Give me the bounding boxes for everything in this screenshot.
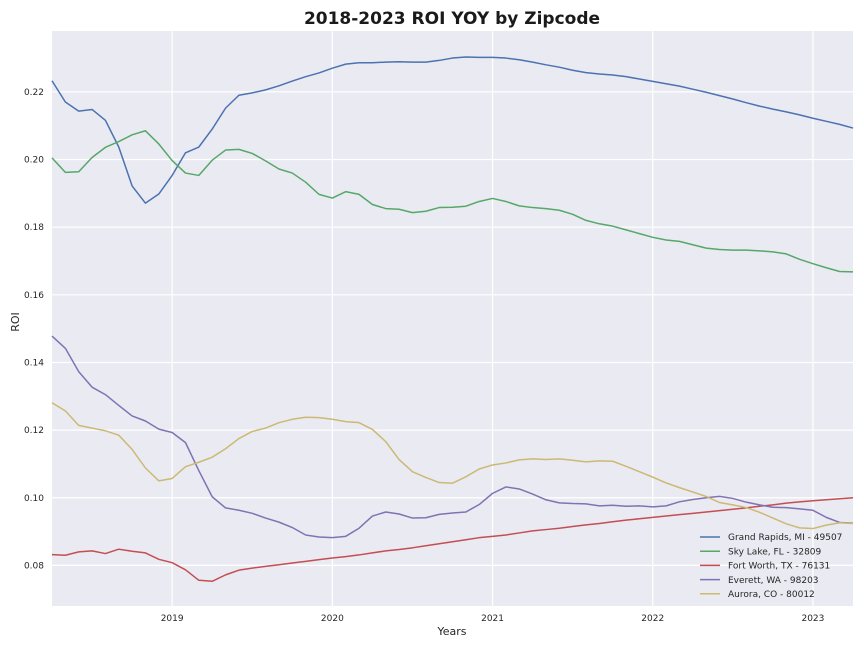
y-tick-label: 0.22 bbox=[24, 88, 44, 98]
legend-label: Fort Worth, TX - 76131 bbox=[728, 562, 830, 572]
y-tick-label: 0.14 bbox=[24, 358, 44, 368]
legend-label: Everett, WA - 98203 bbox=[728, 576, 819, 586]
legend: Grand Rapids, MI - 49507 Sky Lake, FL - 3… bbox=[700, 533, 842, 600]
y-tick-label: 0.12 bbox=[24, 426, 44, 436]
x-tick-label: 2022 bbox=[641, 614, 664, 624]
x-tick-labels: 2019 2020 2021 2022 2023 bbox=[161, 614, 825, 624]
legend-label: Aurora, CO - 80012 bbox=[728, 590, 815, 600]
grid-lines bbox=[52, 31, 853, 606]
y-tick-labels: 0.08 0.10 0.12 0.14 0.16 0.18 0.20 0.22 bbox=[24, 88, 44, 572]
x-tick-label: 2020 bbox=[321, 614, 344, 624]
y-tick-label: 0.20 bbox=[24, 156, 44, 166]
series-line-4 bbox=[51, 335, 854, 539]
x-tick-label: 2021 bbox=[481, 614, 504, 624]
x-axis-label: Years bbox=[436, 625, 466, 638]
y-tick-label: 0.16 bbox=[24, 291, 44, 301]
series-layer bbox=[51, 56, 854, 583]
x-tick-label: 2023 bbox=[801, 614, 824, 624]
chart-title: 2018-2023 ROI YOY by Zipcode bbox=[304, 9, 600, 29]
y-tick-label: 0.18 bbox=[24, 223, 44, 233]
series-line-2 bbox=[51, 130, 854, 273]
y-tick-label: 0.08 bbox=[24, 561, 44, 571]
y-tick-label: 0.10 bbox=[24, 494, 44, 504]
legend-label: Grand Rapids, MI - 49507 bbox=[728, 533, 842, 543]
x-tick-label: 2019 bbox=[161, 614, 184, 624]
series-line-5 bbox=[51, 402, 854, 530]
legend-label: Sky Lake, FL - 32809 bbox=[728, 547, 822, 557]
series-line-1 bbox=[51, 56, 854, 204]
y-axis-label: ROI bbox=[9, 312, 22, 332]
series-line-3 bbox=[51, 497, 854, 583]
